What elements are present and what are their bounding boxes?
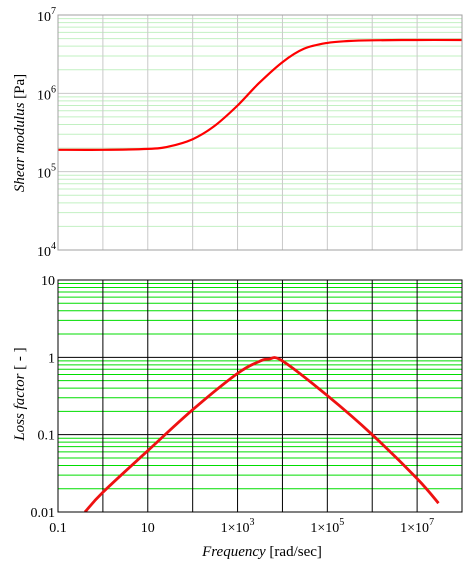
shear-modulus-curve bbox=[58, 38, 462, 151]
frequency-axis-label: Frequency [rad/sec] bbox=[201, 544, 322, 560]
y-tick-label: 105 bbox=[37, 163, 56, 182]
y-tick-label: 0.01 bbox=[31, 506, 56, 521]
y-tick-label: 107 bbox=[37, 6, 56, 25]
y-tick-label: 104 bbox=[37, 241, 56, 260]
shear-modulus-frame bbox=[57, 14, 463, 251]
shear-modulus-panel: 104 105 106 107 Shear modulus [Pa] bbox=[12, 6, 463, 260]
y-tick-label: 0.1 bbox=[38, 429, 56, 444]
x-tick-label: 1×107 bbox=[400, 517, 434, 536]
frequency-x-ticks: 0.1 10 1×103 1×105 1×107 bbox=[49, 517, 434, 536]
shear-modulus-grid bbox=[57, 14, 463, 251]
loss-factor-axis-label: Loss factor [ - ] bbox=[12, 347, 28, 441]
loss-factor-curve bbox=[83, 356, 440, 512]
x-tick-label: 0.1 bbox=[49, 521, 67, 536]
x-tick-label: 10 bbox=[141, 521, 155, 536]
x-tick-label: 1×105 bbox=[310, 517, 344, 536]
y-tick-label: 106 bbox=[37, 84, 56, 103]
loss-factor-y-ticks: 0.01 0.1 1 10 bbox=[31, 274, 56, 521]
y-tick-label: 10 bbox=[41, 274, 55, 289]
shear-modulus-y-ticks: 104 105 106 107 bbox=[37, 6, 56, 260]
x-tick-label: 1×103 bbox=[221, 517, 255, 536]
y-tick-label: 1 bbox=[48, 351, 55, 366]
shear-modulus-axis-label: Shear modulus [Pa] bbox=[12, 74, 28, 192]
loss-factor-frame bbox=[57, 279, 463, 513]
